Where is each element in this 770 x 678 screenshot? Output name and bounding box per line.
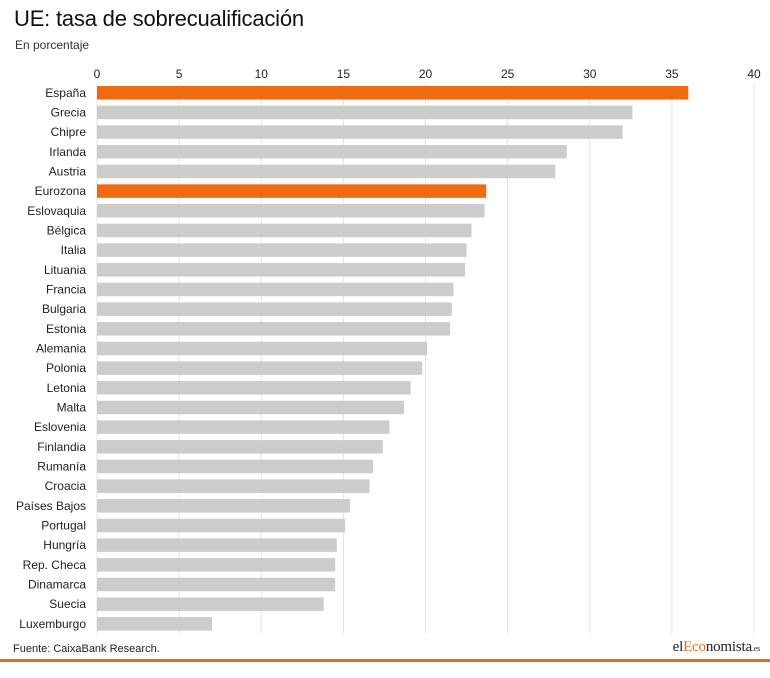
x-tick-label: 40 [747, 67, 761, 81]
category-label: Hungría [43, 538, 86, 552]
bar [97, 617, 212, 631]
category-label: Francia [46, 282, 86, 296]
bar [97, 243, 467, 257]
category-label: Irlanda [49, 145, 86, 159]
bar [97, 499, 350, 513]
x-axis-ticks: 0 5 10 15 20 25 30 35 40 [94, 67, 761, 81]
x-tick-label: 5 [176, 67, 183, 81]
bars [97, 86, 689, 631]
bar [97, 105, 633, 120]
category-label: Austria [49, 164, 87, 178]
x-tick-label: 10 [255, 67, 269, 81]
bar [97, 577, 336, 592]
category-label: Suecia [49, 597, 86, 611]
bar [97, 479, 370, 493]
category-label: Croacia [45, 479, 87, 493]
bottom-accent-rule [0, 659, 770, 662]
bar [97, 263, 465, 277]
bar [97, 164, 556, 179]
category-label: Dinamarca [28, 578, 86, 592]
bar [97, 322, 451, 336]
bar-chart: 0 5 10 15 20 25 30 35 40 España Grecia Chipre Irlan… [16, 67, 761, 634]
bar [97, 302, 452, 316]
category-label: Chipre [51, 125, 87, 139]
category-label: Letonia [47, 381, 87, 395]
x-tick-label: 35 [665, 67, 679, 81]
x-tick-label: 20 [419, 67, 433, 81]
bar [97, 597, 324, 611]
category-label: Países Bajos [16, 499, 86, 513]
category-label: Alemania [36, 341, 86, 355]
bar [97, 538, 337, 552]
x-tick-label: 15 [337, 67, 351, 81]
bar [97, 459, 373, 474]
category-label: España [45, 86, 86, 100]
bar [97, 204, 485, 218]
logo-prefix: el [672, 639, 684, 655]
category-label: Eslovaquia [27, 204, 86, 218]
category-label: Eurozona [35, 184, 87, 198]
chart-subtitle: En porcentaje [15, 38, 90, 52]
category-label: Luxemburgo [19, 617, 86, 631]
category-label: Italia [61, 243, 87, 257]
logo-main: nomista [705, 639, 752, 655]
category-labels: España Grecia Chipre Irlanda Austria Eurozona… [16, 86, 86, 631]
bar [97, 341, 428, 356]
category-label: Lituania [44, 263, 86, 277]
bar [97, 381, 411, 395]
category-label: Bulgaria [42, 302, 86, 316]
category-label: Malta [57, 400, 87, 414]
bar [97, 440, 383, 454]
category-label: Rep. Checa [23, 558, 87, 572]
category-label: Eslovenia [34, 420, 86, 434]
category-label: Bélgica [47, 223, 87, 237]
bar [97, 86, 689, 100]
bar [97, 361, 423, 375]
bar [97, 223, 472, 238]
bar [97, 125, 623, 139]
category-label: Portugal [41, 518, 86, 532]
x-tick-label: 25 [501, 67, 515, 81]
category-label: Rumanía [37, 459, 86, 473]
x-tick-label: 30 [583, 67, 597, 81]
x-tick-label: 0 [94, 67, 101, 81]
bar [97, 145, 567, 159]
category-label: Grecia [51, 105, 87, 119]
bar [97, 184, 487, 198]
logo-accent: Eco [683, 639, 706, 655]
category-label: Polonia [46, 361, 86, 375]
bar [97, 400, 405, 415]
chart-title: UE: tasa de sobrecualificación [14, 6, 304, 31]
bar [97, 558, 336, 572]
source-note: Fuente: CaixaBank Research. [13, 643, 160, 655]
category-label: Finlandia [37, 440, 86, 454]
category-label: Estonia [46, 322, 86, 336]
bar [97, 282, 454, 297]
publisher-logo: elEconomista.es [672, 639, 761, 656]
bar [97, 420, 390, 434]
logo-suffix: .es [751, 644, 760, 653]
bar [97, 518, 346, 533]
